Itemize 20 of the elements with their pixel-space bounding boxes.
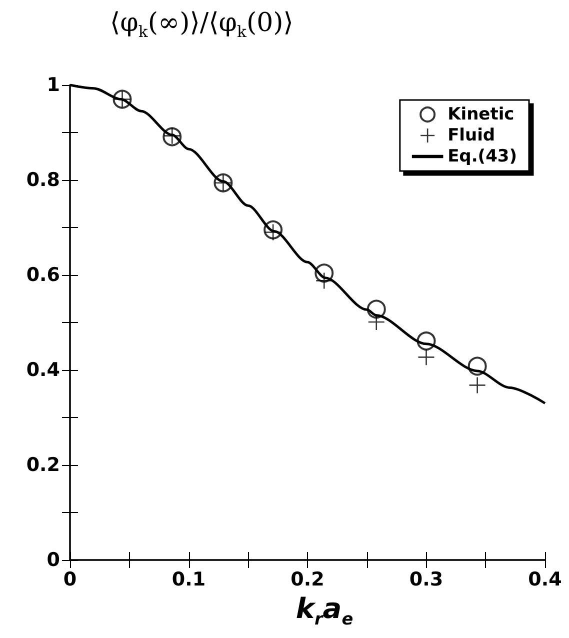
point [315,272,333,290]
chart-title: ⟨φ$_{k}$(∞)⟩/⟨φ$_{k}$(0)⟩ [110,8,294,42]
legend-label: Eq.(43) [448,146,517,166]
y-tick-label: 0.4 [26,359,60,381]
y-tick-label: 0.8 [26,169,60,191]
point [468,376,486,394]
point [264,224,282,241]
point [418,348,435,366]
y-tick-label: 0.2 [26,454,60,476]
x-tick-label: 0 [63,568,77,590]
x-tick-label: 0.3 [409,568,444,590]
x-tick-label: 0.2 [290,568,324,590]
x-axis-title: k$_{r}$a$_{e}$ [294,592,354,629]
y-tick-label: 1 [46,74,60,96]
legend-label: Fluid [448,126,496,146]
y-tick-label: 0 [46,549,60,571]
x-tick-label: 0.4 [528,568,562,590]
x-tick-label: 0.1 [172,568,206,590]
legend-label: Kinetic [448,104,514,124]
y-tick-label: 0.6 [26,264,60,286]
